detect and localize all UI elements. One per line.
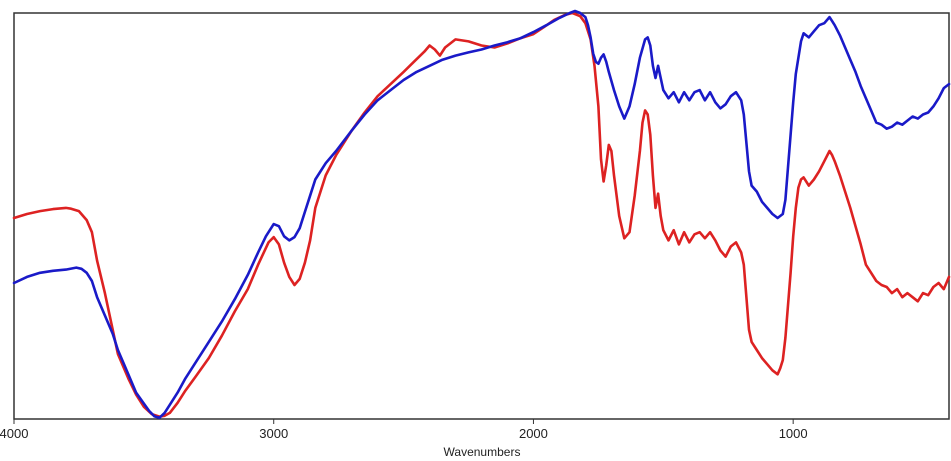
x-axis-label: Wavenumbers xyxy=(444,445,521,459)
x-axis-ticks: 4000 3000 2000 1000 xyxy=(0,419,808,441)
x-tick-label: 1000 xyxy=(779,426,808,441)
x-tick-label: 4000 xyxy=(0,426,28,441)
series-line-2 xyxy=(12,9,951,420)
series-line-1 xyxy=(12,11,951,418)
series-group xyxy=(12,9,951,420)
x-tick-label: 3000 xyxy=(259,426,288,441)
x-tick-label: 2000 xyxy=(519,426,548,441)
plot-frame xyxy=(13,12,950,420)
